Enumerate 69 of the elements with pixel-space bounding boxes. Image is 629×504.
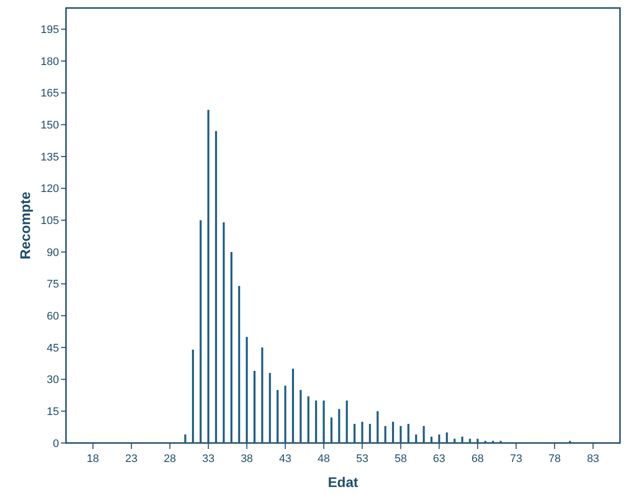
bar: [407, 424, 410, 443]
x-tick-label: 63: [433, 453, 446, 465]
x-tick-label: 48: [318, 453, 330, 465]
bar: [322, 400, 325, 443]
y-tick-label: 60: [46, 310, 59, 323]
x-tick-label: 18: [86, 453, 100, 465]
bar: [376, 411, 379, 443]
x-tick-label: 43: [279, 453, 292, 465]
y-tick-label: 195: [40, 24, 59, 36]
x-tick-label: 83: [586, 453, 600, 465]
bar: [330, 418, 332, 443]
bar: [384, 426, 386, 443]
y-tick-label: 75: [46, 278, 59, 291]
bar: [315, 400, 318, 443]
x-tick-label: 33: [202, 453, 214, 465]
bar: [368, 424, 371, 443]
bar: [468, 438, 471, 443]
y-tick-label: 120: [40, 183, 59, 196]
bar: [254, 370, 256, 443]
bar: [400, 426, 402, 443]
bar: [422, 426, 425, 443]
bar: [438, 434, 440, 443]
x-tick-label: 58: [394, 453, 407, 465]
y-tick-label: 105: [40, 215, 59, 228]
bar: [246, 336, 248, 443]
y-tick-label: 45: [46, 342, 59, 354]
bar: [184, 434, 186, 443]
y-tick-label: 0: [52, 438, 59, 450]
bar: [292, 368, 294, 443]
bar: [268, 372, 271, 443]
bar: [192, 350, 194, 443]
bar: [361, 422, 364, 443]
bar: [207, 110, 210, 443]
bar: [284, 386, 286, 443]
bar: [276, 390, 279, 443]
x-tick-label: 38: [240, 453, 253, 465]
bar: [200, 220, 202, 443]
bar: [454, 438, 456, 443]
bar: [238, 286, 240, 443]
x-axis-title: Edat: [328, 474, 359, 490]
x-tick-label: 28: [164, 453, 176, 465]
bar: [215, 131, 218, 443]
bar: [261, 348, 264, 443]
y-tick-label: 15: [46, 406, 59, 418]
bar: [461, 436, 464, 443]
y-axis-title: Recompte: [17, 191, 33, 260]
y-tick-label: 165: [40, 88, 59, 100]
x-tick-label: 23: [125, 453, 138, 465]
y-tick-label: 30: [46, 374, 59, 386]
x-tick-label: 78: [548, 453, 561, 465]
bar: [230, 252, 232, 443]
bar: [338, 409, 340, 443]
bar: [307, 396, 310, 443]
bar: [476, 438, 479, 443]
y-tick-label: 150: [40, 120, 59, 132]
bar: [415, 434, 418, 443]
y-tick-label: 90: [46, 246, 59, 259]
bar: [346, 400, 348, 443]
x-tick-label: 53: [356, 453, 368, 465]
bar: [446, 432, 448, 443]
bar: [430, 436, 432, 443]
bar: [300, 390, 302, 443]
x-tick-label: 68: [472, 453, 484, 465]
y-tick-label: 135: [40, 151, 59, 164]
x-tick-label: 73: [510, 453, 522, 465]
bar: [222, 222, 225, 443]
y-tick-label: 180: [40, 56, 59, 68]
bar: [354, 424, 356, 443]
bar: [392, 422, 394, 443]
